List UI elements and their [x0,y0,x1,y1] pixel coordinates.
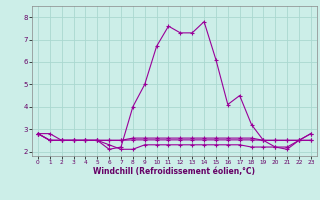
X-axis label: Windchill (Refroidissement éolien,°C): Windchill (Refroidissement éolien,°C) [93,167,255,176]
